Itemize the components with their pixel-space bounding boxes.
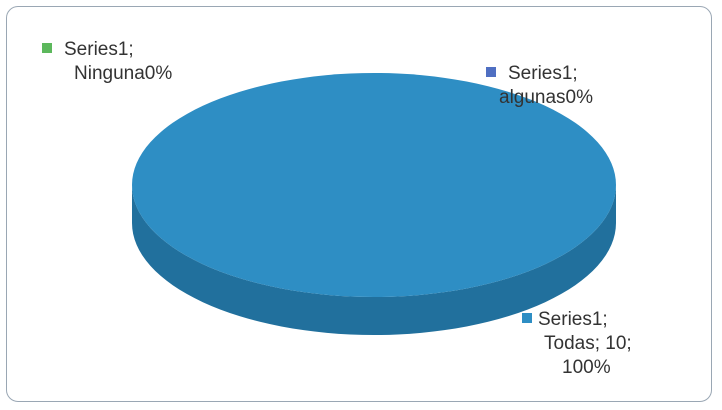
pie-slice-todas bbox=[132, 73, 616, 297]
pie-side-todas bbox=[132, 185, 616, 335]
data-label-algunas: Series1; algunas0% bbox=[486, 62, 593, 110]
legend-swatch-todas bbox=[522, 312, 532, 323]
data-label-todas: Series1; Todas; 10; 100% bbox=[522, 308, 632, 380]
data-label-todas-line2: Todas; 10; bbox=[544, 333, 632, 354]
legend-swatch-algunas bbox=[486, 66, 496, 77]
data-label-ninguna-line1: Series1; bbox=[64, 39, 134, 60]
data-label-todas-line3: 100% bbox=[562, 357, 611, 378]
data-label-ninguna-line2: Ninguna0% bbox=[74, 63, 173, 84]
data-label-algunas-line2: algunas0% bbox=[499, 87, 594, 108]
data-label-todas-line1: Series1; bbox=[538, 309, 608, 330]
legend-swatch-ninguna bbox=[42, 42, 52, 53]
data-label-algunas-line1: Series1; bbox=[508, 63, 578, 84]
data-label-ninguna: Series1; Ninguna0% bbox=[42, 38, 172, 86]
